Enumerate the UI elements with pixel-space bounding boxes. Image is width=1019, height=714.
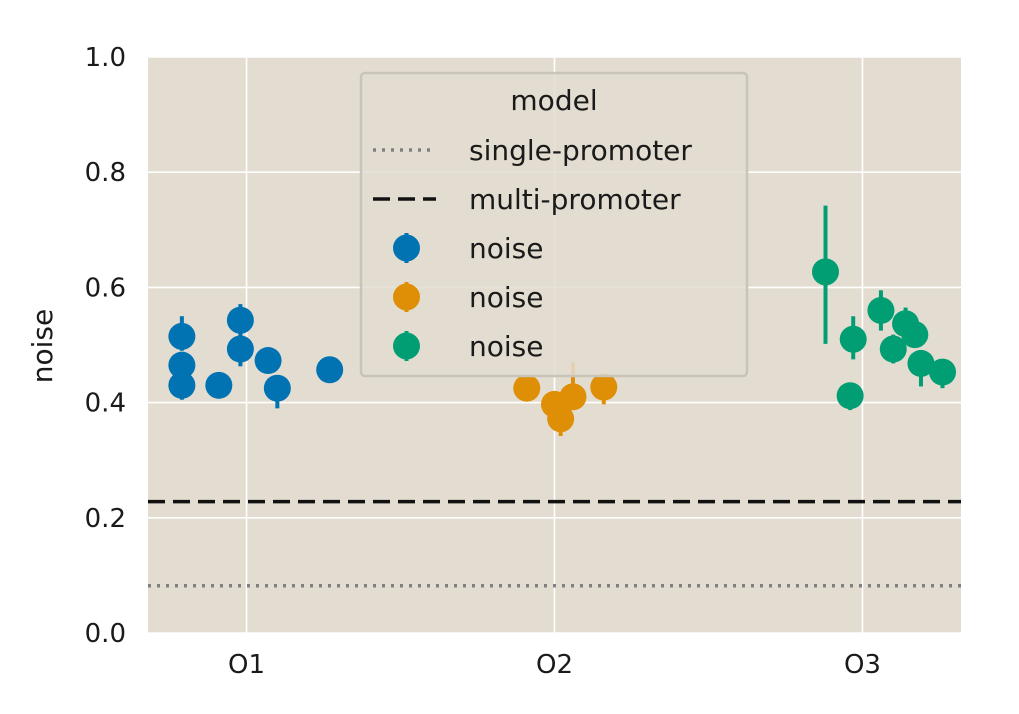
data-points <box>168 205 957 437</box>
data-point <box>205 371 233 399</box>
data-point <box>879 334 907 364</box>
point-marker <box>226 335 254 363</box>
data-point <box>867 290 895 331</box>
y-tick-label: 0.6 <box>85 273 126 303</box>
legend-box <box>359 71 749 378</box>
legend-entries: single-promoter multi-promoter noise noise n… <box>373 134 692 363</box>
data-point <box>839 316 867 360</box>
legend-label: single-promoter <box>469 134 692 167</box>
point-marker <box>901 321 929 349</box>
x-tick-label: O2 <box>536 650 573 680</box>
point-marker <box>513 374 541 402</box>
data-point <box>901 321 929 349</box>
y-tick-label: 0.4 <box>85 389 126 419</box>
point-marker <box>836 382 864 410</box>
legend-entry: multi-promoter <box>373 183 681 216</box>
legend-swatch <box>393 332 420 360</box>
point-marker <box>907 349 935 377</box>
legend-swatch <box>393 234 420 262</box>
point-marker <box>867 296 895 324</box>
point-marker <box>590 373 618 401</box>
legend-entry: noise <box>393 281 543 314</box>
reference-lines <box>148 499 961 588</box>
y-tick-label: 1.0 <box>85 43 126 73</box>
x-axis-ticks: O1 O2 O3 <box>228 650 881 680</box>
point-marker <box>226 306 254 334</box>
legend-entry: noise <box>393 232 543 265</box>
data-point <box>168 371 196 400</box>
y-tick-label: 0.0 <box>85 619 126 649</box>
data-point <box>168 316 196 351</box>
legend-label: noise <box>469 232 543 265</box>
point-marker <box>254 347 282 375</box>
data-point <box>254 347 282 375</box>
data-point <box>547 404 575 437</box>
legend-swatch <box>393 283 420 311</box>
data-point <box>263 374 291 409</box>
legend-entry: single-promoter <box>373 134 692 167</box>
point-marker <box>316 356 344 384</box>
point-marker <box>812 258 839 286</box>
legend-label: noise <box>469 330 543 363</box>
point-marker <box>879 335 907 363</box>
y-tick-label: 0.8 <box>85 158 126 188</box>
point-marker <box>839 325 867 353</box>
legend-title: model <box>510 84 597 117</box>
data-point <box>513 374 541 402</box>
legend-label: multi-promoter <box>469 183 681 216</box>
data-point <box>226 334 254 367</box>
legend-entry: noise <box>393 330 543 363</box>
point-marker <box>168 351 196 379</box>
y-axis-label: noise <box>26 309 59 383</box>
data-point <box>316 356 344 384</box>
point-marker <box>168 371 196 399</box>
data-point <box>929 358 957 389</box>
data-point <box>226 304 254 337</box>
point-marker <box>929 358 957 386</box>
legend: model single-promoter multi-promoter noise… <box>359 71 749 378</box>
point-marker <box>205 371 233 399</box>
data-point <box>836 382 864 411</box>
point-marker <box>547 405 575 433</box>
point-marker <box>559 383 587 411</box>
y-axis-ticks: 0.0 0.2 0.4 0.6 0.8 1.0 <box>85 43 126 649</box>
legend-label: noise <box>469 281 543 314</box>
point-marker <box>263 374 291 402</box>
y-tick-label: 0.2 <box>85 504 126 534</box>
point-marker <box>168 322 196 350</box>
data-point <box>590 373 618 405</box>
data-point <box>907 349 935 387</box>
x-tick-label: O3 <box>844 650 881 680</box>
data-point <box>812 205 839 344</box>
x-tick-label: O1 <box>228 650 265 680</box>
